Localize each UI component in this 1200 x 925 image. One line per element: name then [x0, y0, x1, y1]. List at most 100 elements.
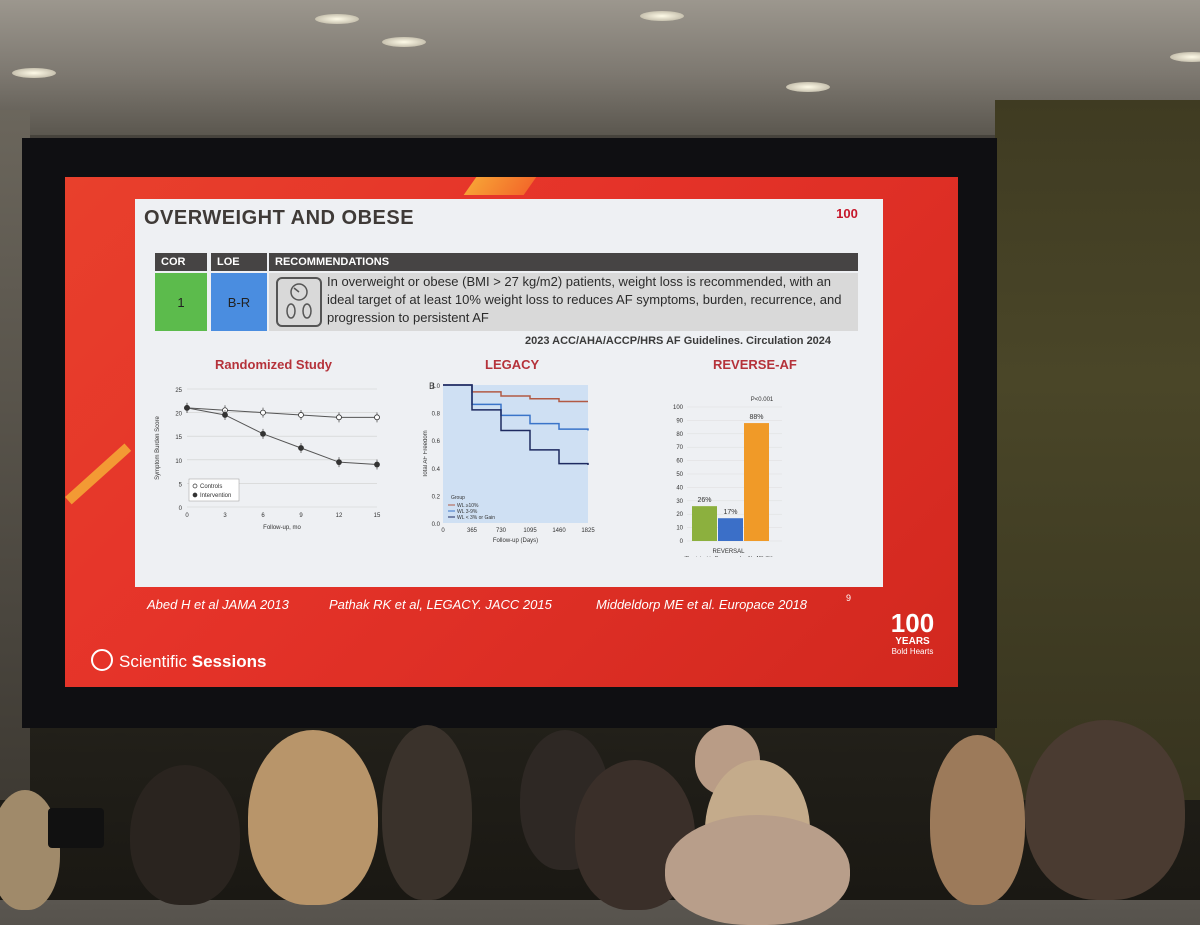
chart3-title: REVERSE-AF — [713, 357, 797, 372]
bar-0 — [692, 506, 717, 541]
legend-title: Group — [451, 495, 465, 501]
ceiling-light — [640, 11, 684, 21]
footer-brand: Scientific Sessions — [119, 652, 266, 672]
y-tick-label: 20 — [175, 412, 182, 418]
recommendation-text: In overweight or obese (BMI > 27 kg/m2) … — [327, 274, 842, 325]
x-tick-label: 6 — [261, 513, 265, 519]
legend-label: Controls — [200, 484, 222, 490]
data-point — [260, 409, 266, 416]
slide-content-panel: OVERWEIGHT AND OBESE 100 COR LOE RECOMME… — [135, 199, 883, 587]
y-tick-label: 20 — [676, 512, 683, 518]
footer-brand-text: Scientific — [119, 652, 188, 671]
scale-icon — [276, 277, 322, 327]
presentation-slide: OVERWEIGHT AND OBESE 100 COR LOE RECOMME… — [65, 177, 958, 687]
guideline-citation: 2023 ACC/AHA/ACCP/HRS AF Guidelines. Cir… — [525, 335, 832, 347]
legend-marker — [192, 483, 198, 489]
data-label: 26% — [697, 497, 711, 504]
audience-head — [382, 725, 472, 900]
legend-box — [188, 478, 240, 502]
y-tick-label: 50 — [676, 472, 683, 478]
chart1-title: Randomized Study — [215, 357, 333, 372]
km-curve-2 — [443, 384, 589, 466]
decor-stripe — [65, 443, 132, 505]
x-tick-label: 1095 — [523, 528, 537, 534]
x-axis-label: Follow-up (Days) — [493, 538, 538, 544]
x-axis-sublabel: (Persistent to Paroxysmal or No AF) (%) — [684, 556, 773, 557]
y-tick-label: 0 — [680, 539, 684, 545]
ceiling-light — [1170, 52, 1200, 62]
x-tick-label: 12 — [336, 513, 343, 519]
logo-years: YEARS — [895, 636, 930, 647]
loe-cell: B-R — [211, 273, 267, 331]
aha-logo-number: 100 — [836, 206, 858, 221]
wall — [995, 100, 1200, 800]
ceiling-light — [786, 82, 830, 92]
x-tick-label: 15 — [374, 513, 381, 519]
legend-label: WL < 3% or Gain — [457, 515, 495, 521]
data-label: 88% — [749, 414, 763, 421]
y-tick-label: 0.0 — [432, 522, 441, 528]
audience-head — [665, 815, 850, 925]
y-tick-label: 80 — [676, 432, 683, 438]
randomized-study-chart: 0 5 10 15 20 25 0 3 6 9 12 15 Follow-up, mo Symptom B… — [155, 388, 381, 531]
ceiling-light — [315, 14, 359, 24]
aha-logo: 100 — [831, 206, 863, 239]
x-tick-label: 365 — [467, 528, 478, 534]
table-header-recommendations: RECOMMENDATIONS — [269, 253, 858, 271]
audience-head — [248, 730, 378, 905]
audience-head — [130, 765, 240, 905]
panel-label: B — [429, 381, 435, 391]
data-point — [374, 461, 380, 468]
aha-100-years-logo: 100 YEARS Bold Hearts — [885, 610, 940, 665]
page-number: 9 — [846, 593, 852, 603]
x-tick-label: 9 — [299, 513, 303, 519]
reference-2: Pathak RK et al, LEGACY. JACC 2015 — [329, 597, 552, 612]
recommendation-cell — [269, 273, 858, 331]
y-tick-label: 40 — [676, 485, 683, 491]
x-tick-label: 0 — [441, 528, 445, 534]
table-header-loe: LOE — [211, 253, 267, 271]
phone — [48, 808, 104, 848]
x-tick-label: 730 — [496, 528, 507, 534]
logo-tag: Bold Hearts — [891, 647, 934, 656]
y-tick-label: 90 — [676, 418, 683, 424]
footer-brand-bold: Sessions — [191, 652, 267, 671]
y-axis-label: Symptom Burden Score — [155, 415, 161, 479]
legacy-chart: 0.0 0.2 0.4 0.6 0.8 1.0 0 365 730 1095 1460 1825 Fol… — [423, 381, 595, 544]
legend-label: WL 3-9% — [457, 509, 478, 515]
y-tick-label: 10 — [676, 526, 683, 532]
chart2-title: LEGACY — [485, 357, 540, 372]
data-label: 17% — [723, 509, 737, 516]
x-tick-label: 1825 — [581, 528, 595, 534]
cor-cell: 1 — [155, 273, 207, 331]
y-tick-label: 15 — [175, 435, 182, 441]
decor-stripe — [463, 177, 537, 195]
y-tick-label: 0 — [179, 506, 183, 512]
legend-label: WL ≥10% — [457, 503, 479, 509]
y-tick-label: 100 — [673, 405, 684, 411]
legend-label: Intervention — [200, 493, 231, 499]
y-tick-label: 25 — [175, 388, 182, 394]
ceiling-light — [12, 68, 56, 78]
plot-area — [443, 385, 588, 523]
reverse-af-chart: 0 10 20 30 40 50 60 70 80 90 100 26% 17% 88% P<0.001 RE… — [673, 397, 782, 557]
y-tick-label: 10 — [175, 459, 182, 465]
legend-marker — [192, 492, 198, 498]
series-line-0 — [186, 407, 377, 418]
data-point — [374, 414, 380, 421]
x-tick-label: 0 — [185, 513, 189, 519]
slide-title: OVERWEIGHT AND OBESE — [144, 207, 415, 229]
data-point — [336, 414, 342, 421]
bar-2 — [744, 423, 769, 541]
reference-1: Abed H et al JAMA 2013 — [147, 597, 289, 612]
y-tick-label: 70 — [676, 445, 683, 451]
ceiling-light — [382, 37, 426, 47]
y-axis-label: Total AF Freedom — [423, 430, 429, 477]
x-axis-label: Follow-up, mo — [263, 525, 301, 531]
data-point — [298, 412, 304, 418]
y-tick-label: 60 — [676, 459, 683, 465]
y-tick-label: 0.2 — [432, 494, 441, 500]
y-tick-label: 1.0 — [432, 384, 441, 390]
y-tick-label: 0.4 — [432, 467, 441, 473]
y-tick-label: 5 — [179, 482, 183, 488]
